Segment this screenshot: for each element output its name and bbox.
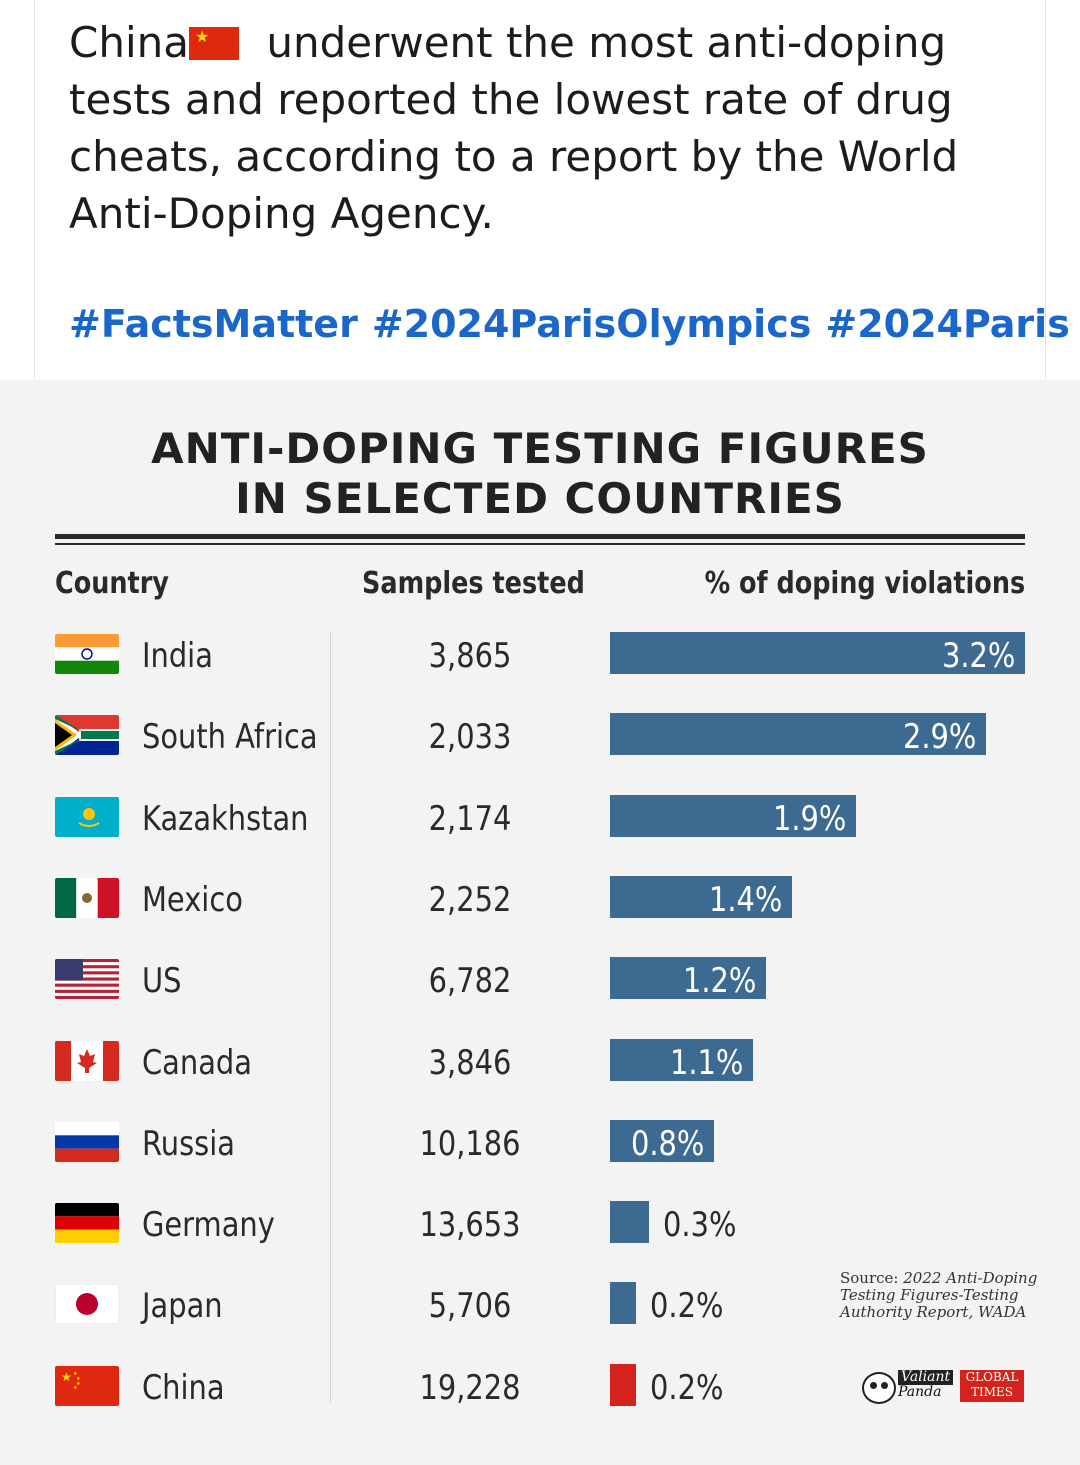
global-times-logo: GLOBAL TIMES (960, 1370, 1024, 1402)
data-label: 1.2% (682, 961, 756, 1002)
table-row: US 6,782 1.2% (0, 947, 1080, 1007)
data-label: 0.3% (663, 1205, 737, 1246)
us-flag-icon (55, 959, 119, 1000)
china-flag-icon: ★ ★ ★ ★ ★ (55, 1365, 119, 1406)
japan-flag-icon (55, 1284, 119, 1325)
bar (610, 1201, 649, 1244)
country-label: Mexico (142, 879, 243, 920)
table-row: Russia 10,186 0.8% (0, 1110, 1080, 1170)
table-row: Kazakhstan 2,174 1.9% (0, 785, 1080, 845)
china-flag-emoji-icon: ★ (188, 27, 239, 60)
bar (610, 794, 856, 837)
column-header-samples: Samples tested (362, 566, 585, 601)
data-label: 0.8% (630, 1123, 704, 1164)
infographic: ANTI-DOPING TESTING FIGURES IN SELECTED … (0, 380, 1080, 1465)
table-row: Canada 3,846 1.1% (0, 1029, 1080, 1089)
bar (610, 1119, 714, 1162)
panda-logo-icon (862, 1372, 896, 1404)
country-label: US (142, 961, 182, 1002)
bar (610, 957, 766, 1000)
samples-value: 6,782 (428, 961, 512, 1002)
india-flag-icon (55, 634, 119, 674)
country-label: Germany (142, 1205, 275, 1246)
chart-title: ANTI-DOPING TESTING FIGURES IN SELECTED … (151, 424, 929, 523)
samples-value: 19,228 (419, 1367, 521, 1408)
samples-value: 2,174 (428, 798, 512, 839)
bar (610, 713, 986, 756)
data-label: 0.2% (650, 1286, 724, 1327)
country-label: Russia (142, 1123, 235, 1164)
table-row: Germany 13,653 0.3% (0, 1191, 1080, 1251)
source-note: Source: 2022 Anti-Doping Testing Figures… (840, 1269, 1038, 1321)
hashtags: #FactsMatter #2024ParisOlympics #2024Paris (69, 302, 1080, 346)
south-africa-flag-icon (55, 715, 119, 756)
country-label: Japan (142, 1286, 223, 1327)
hashtag-link[interactable]: #2024ParisOlympics (371, 302, 812, 346)
bar (610, 1363, 636, 1406)
column-header-violations: % of doping violations (704, 566, 1025, 601)
samples-value: 13,653 (419, 1205, 521, 1246)
country-label: South Africa (142, 717, 318, 758)
table-row: Japan 5,706 0.2% (0, 1272, 1080, 1332)
hashtag-link[interactable]: #FactsMatter (69, 302, 358, 346)
country-label: India (142, 636, 213, 676)
samples-value: 3,846 (428, 1042, 512, 1083)
bar (610, 632, 1025, 674)
samples-value: 3,865 (428, 636, 512, 676)
table-row: India 3,865 3.2% (0, 622, 1080, 682)
table-row: South Africa 2,033 2.9% (0, 703, 1080, 763)
data-label: 2.9% (902, 717, 976, 758)
data-label: 0.2% (650, 1367, 724, 1408)
column-header-country: Country (55, 566, 169, 601)
country-label: Canada (142, 1042, 252, 1083)
post-text: China ★ underwent the most anti-doping te… (69, 18, 959, 238)
country-label: China (142, 1367, 225, 1408)
samples-value: 2,252 (428, 879, 512, 920)
samples-value: 10,186 (419, 1123, 521, 1164)
title-rule (55, 534, 1025, 539)
data-label: 1.4% (708, 879, 782, 920)
bar (610, 1038, 753, 1081)
svg-text:★: ★ (76, 1381, 81, 1387)
table-row: ★ ★ ★ ★ ★ China 19,228 0.2% (0, 1354, 1080, 1414)
germany-flag-icon (55, 1203, 119, 1244)
svg-text:★: ★ (73, 1371, 78, 1377)
country-label: Kazakhstan (142, 798, 309, 839)
bar (610, 875, 792, 918)
samples-value: 5,706 (428, 1286, 512, 1327)
data-label: 1.9% (772, 798, 846, 839)
table-row: Mexico 2,252 1.4% (0, 866, 1080, 926)
svg-text:★: ★ (73, 1385, 78, 1391)
svg-text:★: ★ (61, 1370, 72, 1384)
bar (610, 1282, 636, 1325)
canada-flag-icon (55, 1040, 119, 1081)
samples-value: 2,033 (428, 717, 512, 758)
social-post: China ★ underwent the most anti-doping te… (34, 0, 1070, 378)
valiant-panda-logo: Valiant Panda (898, 1370, 954, 1400)
svg-text:★: ★ (76, 1376, 81, 1382)
hashtag-link[interactable]: #2024Paris (825, 302, 1070, 346)
data-label: 1.1% (669, 1042, 743, 1083)
column-divider (330, 632, 331, 1402)
publisher-logos: Valiant Panda GLOBAL TIMES (862, 1368, 1027, 1404)
mexico-flag-icon (55, 877, 119, 918)
kazakhstan-flag-icon (55, 796, 119, 837)
russia-flag-icon (55, 1121, 119, 1162)
title-rule (55, 543, 1025, 545)
data-label: 3.2% (941, 636, 1015, 676)
